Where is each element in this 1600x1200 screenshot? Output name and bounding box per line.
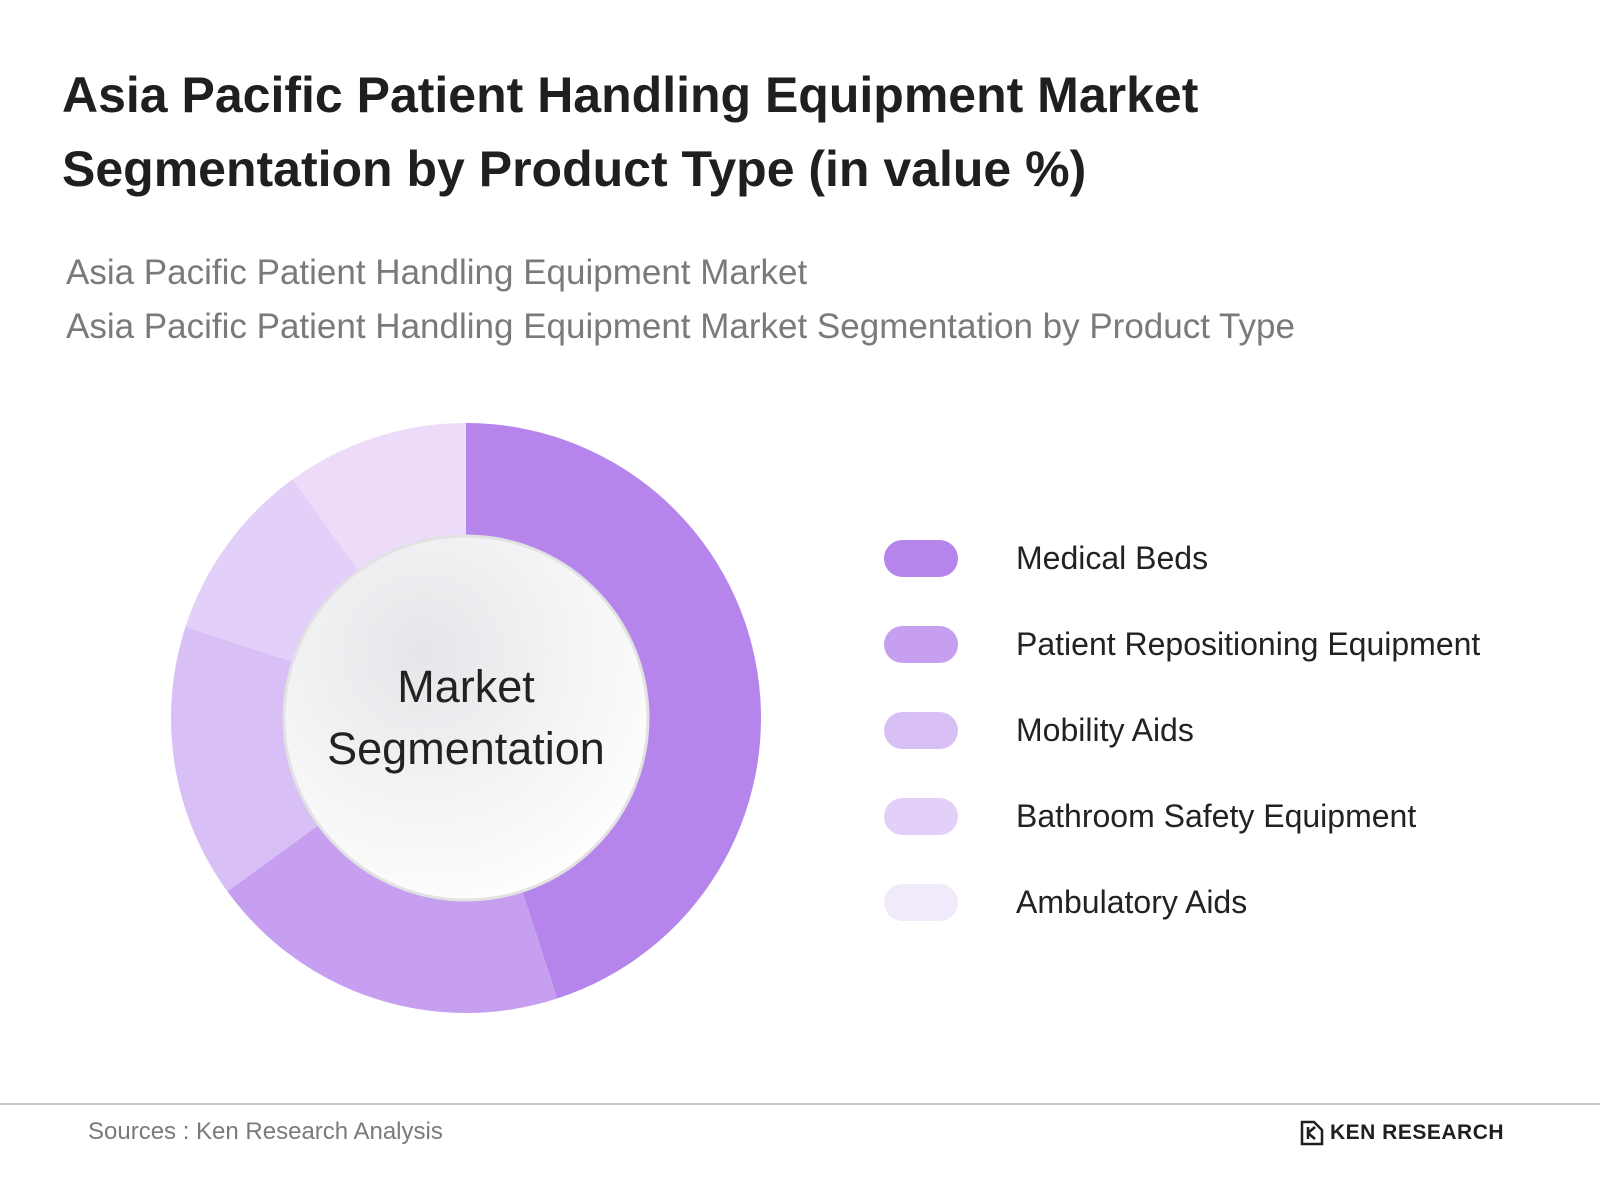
donut-center-label: Market Segmentation (281, 533, 651, 903)
legend-swatch-mobility-aids (884, 711, 958, 749)
legend-label-medical-beds: Medical Beds (1016, 539, 1209, 576)
chart-subtitles: Asia Pacific Patient Handling Equipment … (66, 246, 1516, 354)
donut-slices (170, 423, 761, 1013)
donut-slice-mobility-aids (170, 626, 321, 892)
legend-swatch-patient-repositioning-equipment (884, 625, 958, 663)
legend-swatch-bathroom-safety-equipment (884, 797, 958, 835)
chart-legend: Medical Beds Patient Repositioning Equipm… (884, 515, 1584, 945)
donut-slice-medical-beds (466, 423, 761, 999)
legend-item-medical-beds: Medical Beds (884, 515, 1584, 601)
donut-hole (282, 534, 650, 902)
legend-item-mobility-aids: Mobility Aids (884, 687, 1584, 773)
brand-name: KEN RESEARCH (1330, 1121, 1505, 1144)
legend-label-mobility-aids: Mobility Aids (1016, 711, 1194, 748)
donut-chart-area (0, 400, 940, 1050)
donut-chart (170, 423, 761, 1013)
legend-label-patient-repositioning-equipment: Patient Repositioning Equipment (1016, 625, 1481, 662)
chart-title: Asia Pacific Patient Handling Equipment … (62, 67, 1199, 197)
legend-label-ambulatory-aids: Ambulatory Aids (1016, 883, 1248, 920)
chart-subtitle-1: Asia Pacific Patient Handling Equipment … (66, 253, 808, 292)
legend-label-bathroom-safety-equipment: Bathroom Safety Equipment (1016, 797, 1417, 834)
ken-research-logo-icon (1300, 1120, 1324, 1146)
footer-divider (0, 1103, 1600, 1105)
brand-logo: KEN RESEARCH (1300, 1120, 1504, 1146)
legend-item-ambulatory-aids: Ambulatory Aids (884, 859, 1584, 945)
legend-item-patient-repositioning-equipment: Patient Repositioning Equipment (884, 601, 1584, 687)
donut-slice-patient-repositioning-equipment (227, 823, 558, 1013)
source-note: Sources : Ken Research Analysis (88, 1118, 443, 1145)
legend-swatch-medical-beds (884, 539, 958, 577)
legend-swatch-ambulatory-aids (884, 883, 958, 921)
donut-slice-ambulatory-aids (292, 423, 466, 573)
center-label-line-1: Market (397, 661, 535, 712)
chart-subtitle-2: Asia Pacific Patient Handling Equipment … (66, 307, 1295, 346)
center-label-line-2: Segmentation (327, 723, 605, 774)
legend-item-bathroom-safety-equipment: Bathroom Safety Equipment (884, 773, 1584, 859)
